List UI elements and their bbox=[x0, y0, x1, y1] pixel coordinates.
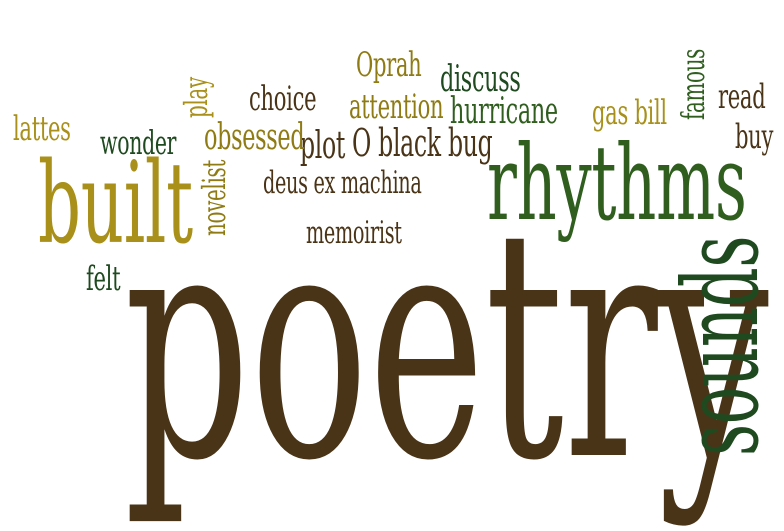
word-play-text: play bbox=[177, 77, 215, 118]
word-choice: choice bbox=[249, 82, 357, 116]
word-play: play bbox=[177, 52, 215, 118]
word-hurricane: hurricane bbox=[450, 94, 624, 130]
word-memoirist-text: memoirist bbox=[306, 215, 402, 251]
word-oprah: Oprah bbox=[356, 48, 462, 82]
word-gas-bill: gas bill bbox=[592, 96, 713, 130]
word-rhythms-text: rhythms bbox=[487, 122, 747, 244]
word-buy-text: buy bbox=[735, 117, 774, 157]
word-built-text: built bbox=[38, 139, 193, 269]
word-o-black-bug-text: O black bug bbox=[352, 121, 493, 165]
word-obsessed-text: obsessed bbox=[204, 117, 305, 158]
word-discuss: discuss bbox=[440, 62, 570, 98]
word-novelist-text: novelist bbox=[195, 159, 233, 236]
word-buy: buy bbox=[735, 120, 784, 154]
word-obsessed: obsessed bbox=[204, 120, 366, 156]
word-oprah-text: Oprah bbox=[356, 45, 422, 85]
word-famous-text: famous bbox=[674, 48, 712, 120]
word-felt: felt bbox=[86, 262, 141, 296]
word-wonder: wonder bbox=[100, 126, 223, 159]
word-gas-bill-text: gas bill bbox=[592, 93, 667, 133]
word-plot-text: plot bbox=[300, 123, 346, 167]
word-plot: plot bbox=[300, 126, 373, 164]
word-memoirist: memoirist bbox=[306, 218, 460, 249]
word-o-black-bug: O black bug bbox=[352, 124, 578, 162]
word-poetry: poetry bbox=[124, 160, 784, 530]
word-attention: attention bbox=[349, 90, 501, 124]
word-felt-text: felt bbox=[86, 259, 121, 299]
word-lattes-text: lattes bbox=[13, 109, 71, 149]
word-built: built bbox=[38, 139, 296, 269]
word-hurricane-text: hurricane bbox=[450, 91, 558, 132]
word-choice-text: choice bbox=[249, 79, 317, 119]
word-sounds-text: sounds bbox=[660, 235, 782, 456]
word-attention-text: attention bbox=[349, 87, 444, 127]
word-wonder-text: wonder bbox=[100, 123, 177, 162]
word-famous: famous bbox=[674, 5, 712, 120]
word-deus-ex-machina: deus ex machina bbox=[263, 168, 519, 199]
word-poetry-text: poetry bbox=[124, 160, 769, 530]
word-deus-ex-machina-text: deus ex machina bbox=[263, 165, 422, 201]
word-read: read bbox=[718, 80, 784, 114]
word-lattes: lattes bbox=[13, 112, 106, 146]
word-discuss-text: discuss bbox=[440, 59, 521, 100]
word-read-text: read bbox=[718, 77, 766, 117]
word-rhythms: rhythms bbox=[487, 122, 784, 244]
